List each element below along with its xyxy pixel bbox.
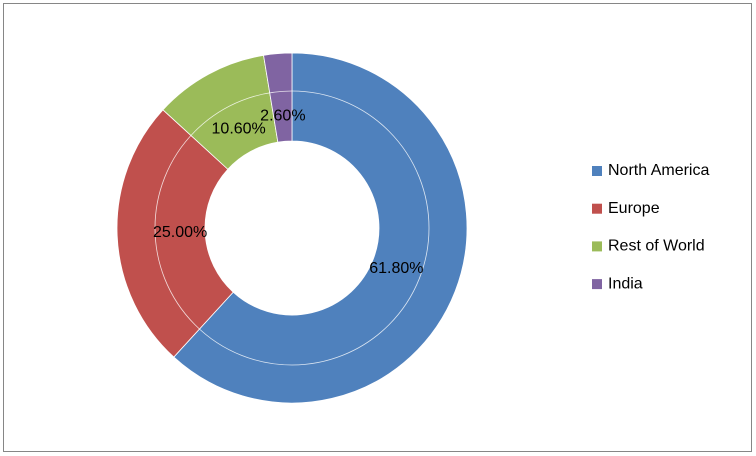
- chart-border: [3, 3, 752, 452]
- doughnut-segment: [263, 52, 293, 143]
- legend-label: North America: [608, 162, 709, 179]
- legend-label: India: [608, 275, 643, 292]
- data-label: 25.00%: [153, 224, 207, 241]
- legend-swatch: [592, 166, 602, 176]
- legend-label: Europe: [608, 200, 660, 217]
- legend-label: Rest of World: [608, 238, 705, 255]
- ring-divider: [154, 90, 430, 366]
- data-label: 61.80%: [369, 260, 423, 277]
- legend-swatch: [592, 279, 602, 290]
- doughnut-segment: [173, 52, 468, 404]
- legend-swatch: [592, 241, 602, 252]
- doughnut-segment: [116, 109, 234, 358]
- data-label: 10.60%: [212, 121, 266, 138]
- data-label: 2.60%: [260, 108, 305, 125]
- legend-swatch: [592, 203, 602, 214]
